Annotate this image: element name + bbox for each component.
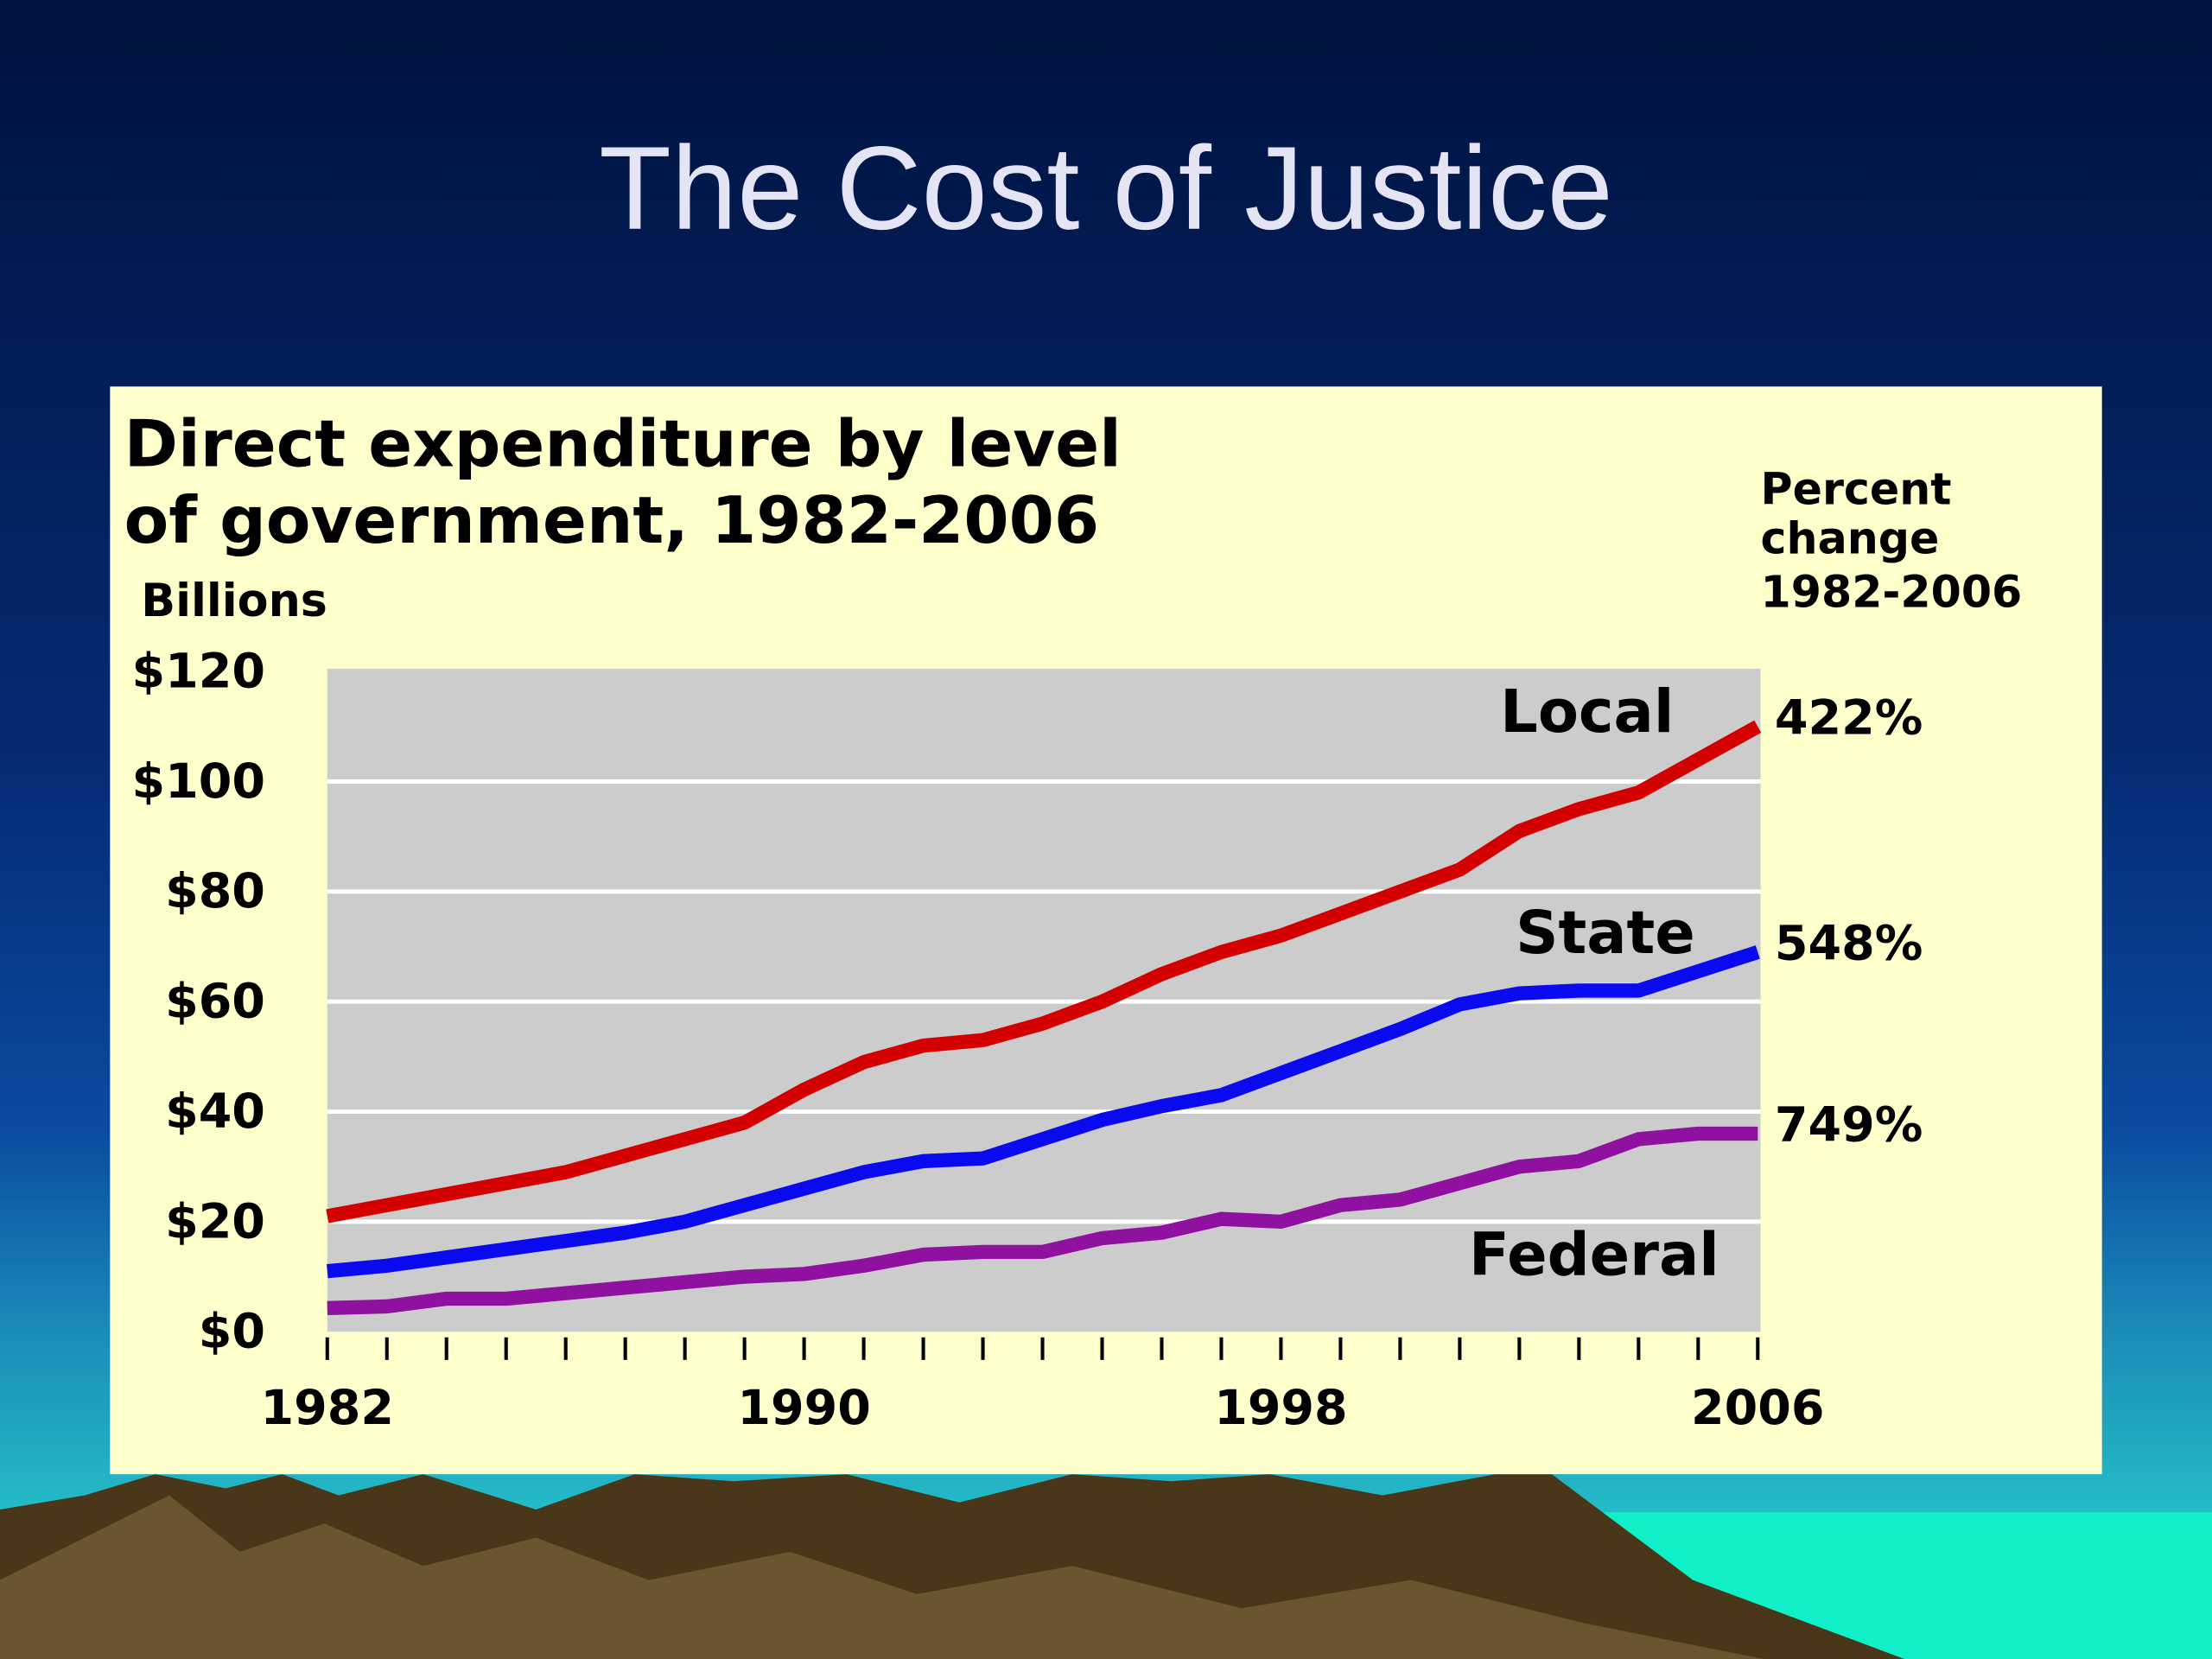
annotation: change	[1761, 512, 1940, 563]
series-label: State	[1516, 899, 1695, 968]
x-tick-label: 1998	[1214, 1380, 1347, 1436]
y-tick-label: $0	[199, 1304, 265, 1360]
series-line	[327, 1126, 1758, 1316]
x-tick-label: 1990	[737, 1380, 870, 1436]
y-tick-label: $40	[165, 1084, 265, 1140]
series-line	[327, 945, 1760, 1279]
slide-title: The Cost of Justice	[599, 123, 1613, 255]
annotation: 1982-2006	[1761, 566, 2023, 617]
percent-change-label: 548%	[1775, 915, 1923, 971]
y-tick-label: $20	[165, 1193, 265, 1249]
series-line	[326, 720, 1762, 1224]
percent-change-label: 422%	[1775, 690, 1923, 746]
series-label: Local	[1500, 677, 1674, 747]
y-tick-label: $60	[165, 974, 265, 1030]
x-tick-label: 1982	[261, 1380, 394, 1436]
percent-change-label: 749%	[1775, 1097, 1923, 1154]
y-axis-label: Billions	[141, 575, 327, 627]
mountain-highlight	[0, 1495, 1764, 1659]
y-tick-label: $80	[165, 863, 265, 919]
annotation: Percent	[1761, 463, 1952, 514]
chart-title: Direct expenditure by level	[124, 406, 1122, 482]
chart-title: of government, 1982-2006	[124, 482, 1099, 558]
series-label: Federal	[1469, 1220, 1719, 1289]
x-tick-label: 2006	[1691, 1380, 1824, 1436]
y-tick-label: $120	[131, 644, 264, 700]
y-tick-label: $100	[131, 753, 264, 810]
